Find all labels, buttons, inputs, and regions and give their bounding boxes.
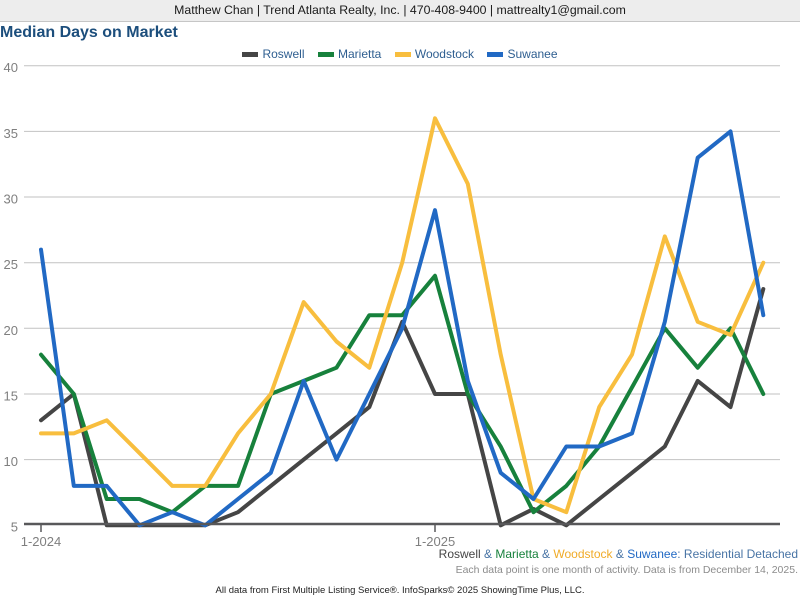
svg-text:30: 30 bbox=[4, 192, 18, 207]
svg-text:10: 10 bbox=[4, 454, 18, 469]
svg-text:35: 35 bbox=[4, 126, 18, 141]
svg-text:25: 25 bbox=[4, 257, 18, 272]
svg-text:5: 5 bbox=[11, 520, 18, 535]
svg-text:1-2024: 1-2024 bbox=[21, 534, 61, 549]
svg-text:20: 20 bbox=[4, 323, 18, 338]
svg-text:15: 15 bbox=[4, 389, 18, 404]
svg-text:40: 40 bbox=[4, 60, 18, 75]
svg-text:1-2025: 1-2025 bbox=[415, 534, 455, 549]
